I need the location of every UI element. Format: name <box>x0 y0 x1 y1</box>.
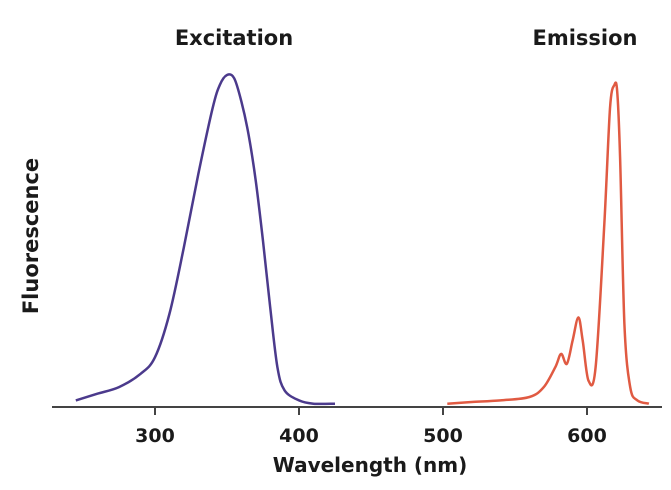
series-label-excitation: Excitation <box>175 26 293 50</box>
series-line-emission <box>447 81 650 405</box>
x-tick-label-400: 400 <box>279 425 319 447</box>
x-tick-label-500: 500 <box>423 425 463 447</box>
x-tick-label-600: 600 <box>567 425 607 447</box>
series-layer <box>75 73 650 406</box>
x-tick-label-300: 300 <box>135 425 175 447</box>
y-axis-label: Fluorescence <box>19 158 43 314</box>
x-axis-label: Wavelength (nm) <box>273 453 468 477</box>
series-label-emission: Emission <box>533 26 638 50</box>
x-ticks: 300 400 500 600 <box>135 407 607 447</box>
series-line-excitation <box>75 73 336 406</box>
